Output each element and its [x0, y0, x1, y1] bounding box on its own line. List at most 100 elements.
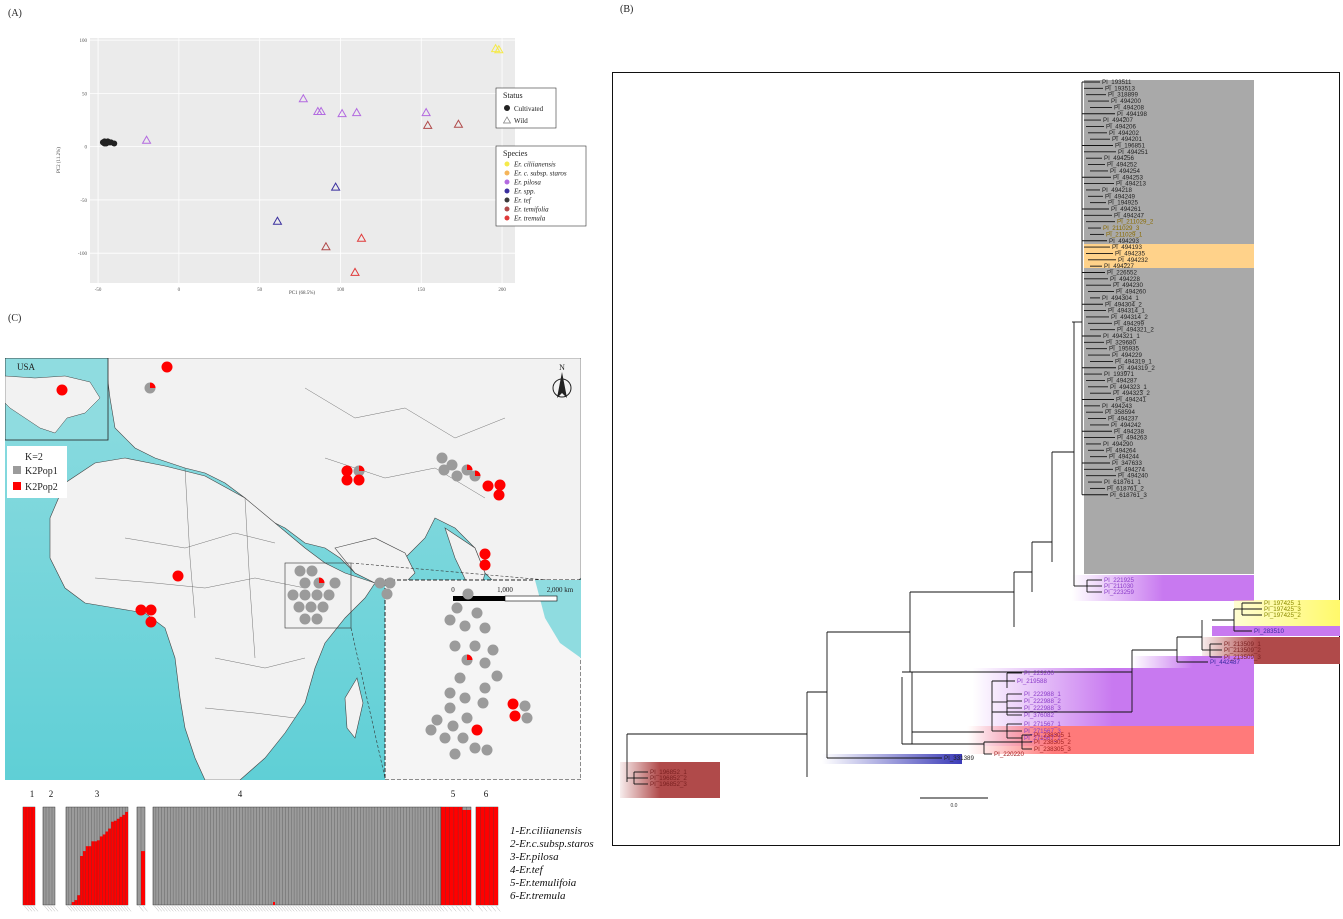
tree-tip-label: PI_494242 — [1111, 422, 1141, 429]
pca-point-wild — [351, 107, 362, 117]
ciliianensis-band — [1234, 600, 1340, 626]
structure-tick — [154, 905, 160, 912]
structure-bar-k2pop2 — [116, 818, 120, 905]
structure-bar-k2pop2 — [91, 841, 95, 905]
structure-tick — [200, 905, 206, 912]
structure-tick — [378, 905, 384, 912]
structure-tick — [275, 905, 281, 912]
structure-tick — [81, 905, 87, 912]
structure-tick — [286, 905, 292, 912]
map-sample-point-admixed — [475, 470, 481, 476]
structure-tick — [347, 905, 353, 912]
species-swatch — [504, 206, 510, 212]
pca-point-wild — [272, 216, 283, 225]
structure-tick — [399, 905, 404, 912]
structure-tick — [430, 905, 436, 912]
structure-tick — [376, 905, 381, 912]
structure-tick — [324, 905, 330, 912]
structure-tick — [92, 905, 98, 912]
tree-tip-label: PI_494264 — [1106, 447, 1136, 454]
species-label: Er. tremula — [513, 215, 546, 223]
tree-tip-label: PI_494321_2 — [1117, 327, 1154, 334]
pca-xtick: 150 — [418, 288, 426, 293]
map-sample-point — [56, 384, 68, 396]
tree-tip-label: PI_494323_1 — [1110, 384, 1147, 391]
structure-tick — [126, 905, 132, 912]
structure-tick — [332, 905, 338, 912]
structure-tick — [240, 905, 246, 912]
structure-bar-k2pop2 — [99, 836, 103, 905]
pca-xtick: -50 — [95, 288, 102, 293]
structure-tick — [211, 905, 217, 912]
structure-tick — [401, 905, 407, 912]
scale-2000: 2,000 km — [547, 586, 574, 594]
structure-tick — [255, 905, 260, 912]
structure-bar-k2pop2 — [493, 807, 498, 905]
structure-bar-k2pop2 — [111, 821, 114, 905]
structure-bar-k2pop2 — [102, 834, 106, 905]
structure-tick — [44, 905, 50, 912]
map-sample-point-admixed — [319, 577, 325, 583]
structure-tick — [318, 905, 324, 912]
tree-tip-label: PI_196852_1 — [650, 769, 687, 776]
structure-tick — [478, 905, 483, 912]
zoom-source-box — [284, 562, 352, 629]
tef-band — [1084, 80, 1254, 574]
structure-tick — [495, 905, 501, 912]
structure-tick — [237, 905, 243, 912]
structure-bar-k2pop2 — [97, 840, 100, 905]
structure-tick — [72, 905, 78, 912]
structure-group-label: 5 — [451, 789, 456, 799]
pca-xlabel: PC1 (68.5%) — [289, 291, 315, 296]
pca-plot-bg — [90, 38, 515, 283]
map-sample-point — [341, 474, 353, 486]
map-sample-point — [135, 604, 147, 616]
structure-bar-k2pop2 — [466, 809, 471, 905]
structure-bar-k2pop2 — [80, 856, 83, 905]
species-label: Er. temifolia — [513, 206, 549, 214]
tree-tip-label: PI_494206 — [1106, 123, 1136, 130]
map-sample-point — [487, 644, 499, 656]
structure-tick — [249, 905, 255, 912]
pca-point-wild — [141, 135, 152, 144]
tree-tip-label: PI_494243 — [1102, 403, 1132, 410]
status-cultivated: Cultivated — [514, 105, 544, 113]
structure-tick — [142, 905, 148, 912]
map-sample-point — [305, 601, 317, 613]
tree-tip-label: PI_494323_2 — [1113, 390, 1150, 397]
tree-tip-label: PI_494304_2 — [1105, 301, 1142, 308]
status-wild: Wild — [514, 117, 528, 125]
structure-tick — [229, 905, 234, 912]
tree-tip-label: PI_220220 — [994, 751, 1024, 758]
structure-tick — [203, 905, 209, 912]
structure-tick — [283, 905, 289, 912]
map-sample-point — [311, 613, 323, 625]
map-sample-point — [469, 742, 481, 754]
tree-tip-label: PI_271567_2 — [1024, 735, 1061, 742]
structure-bar-k2pop2 — [441, 807, 446, 905]
species-swatch — [504, 170, 510, 176]
structure-tick — [407, 905, 413, 912]
structure-tick — [260, 905, 266, 912]
tree-tip-label: PI_211029_1 — [1106, 231, 1143, 238]
structure-tick — [243, 905, 249, 912]
structure-tick — [266, 905, 272, 912]
structure-tick — [355, 905, 361, 912]
structure-tick — [329, 905, 335, 912]
structure-tick — [464, 905, 470, 912]
structure-bar-k2pop2 — [108, 828, 112, 905]
structure-tick — [321, 905, 327, 912]
structure-tick — [419, 905, 425, 912]
k2-pop1-label: K2Pop1 — [25, 466, 58, 477]
structure-tick — [295, 905, 301, 912]
map-sample-point — [438, 464, 450, 476]
pca-point-wild — [453, 119, 464, 128]
structure-tick — [309, 905, 315, 912]
structure-tick — [447, 905, 453, 912]
pca-point-wild — [316, 106, 326, 115]
structure-tick — [220, 905, 226, 912]
map-sample-point — [172, 570, 184, 582]
map-sample-point — [299, 577, 311, 589]
structure-tick — [103, 905, 109, 912]
map-sample-point-admixed — [359, 465, 365, 471]
